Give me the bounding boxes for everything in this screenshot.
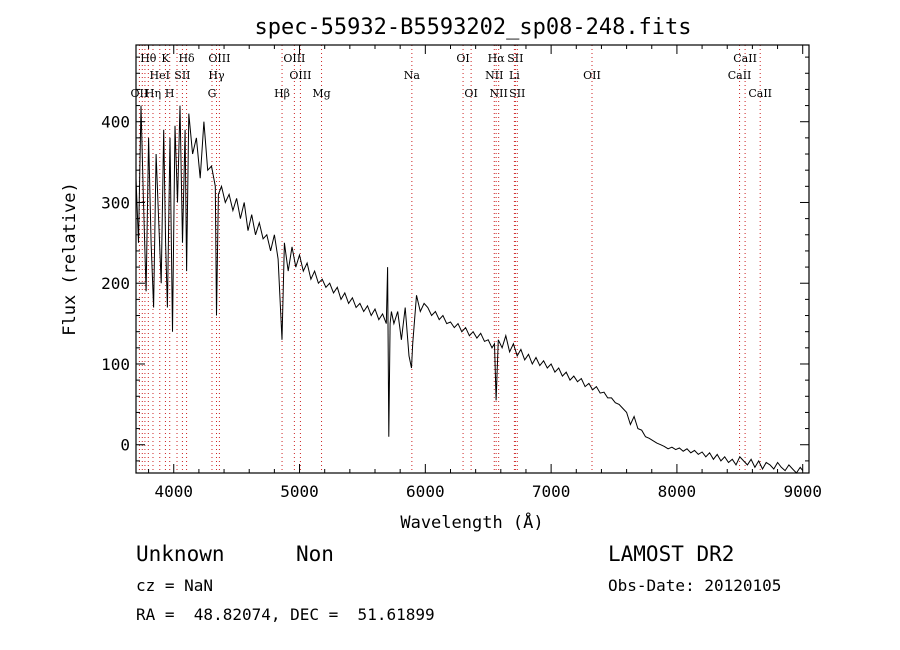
x-tick-label-1: 5000	[280, 482, 319, 501]
line-label-4: OIII	[283, 52, 305, 65]
y-tick-label-3: 300	[101, 193, 130, 212]
line-label-23: Mg	[312, 87, 330, 100]
survey-label: LAMOST DR2	[608, 542, 735, 566]
spectrum-series-line	[135, 105, 804, 474]
line-label-14: NII	[485, 69, 503, 82]
line-label-8: CaII	[733, 52, 757, 65]
line-label-15: Li	[509, 69, 520, 82]
x-tick-label-5: 9000	[783, 482, 822, 501]
x-axis-ticks: 4000 5000 6000 7000 8000 9000	[148, 45, 822, 501]
cz-value: cz = NaN	[136, 576, 214, 595]
line-label-5: OI	[456, 52, 469, 65]
line-label-27: CaII	[748, 87, 772, 100]
x-tick-label-2: 6000	[406, 482, 445, 501]
line-markers	[138, 45, 761, 473]
line-label-18: OII	[131, 87, 149, 100]
line-label-17: CaII	[728, 69, 752, 82]
line-label-26: SII	[509, 87, 525, 100]
chart-title: spec-55932-B5593202_sp08-248.fits	[254, 15, 691, 40]
line-label-12: OIII	[289, 69, 311, 82]
line-label-1: K	[161, 52, 170, 65]
line-label-0: Hθ	[140, 52, 157, 65]
object-class: Unknown	[136, 542, 225, 566]
y-tick-label-2: 200	[101, 274, 130, 293]
line-label-7: SII	[507, 52, 523, 65]
line-label-21: G	[208, 87, 217, 100]
line-label-16: OII	[583, 69, 601, 82]
line-label-9: HeI	[150, 69, 170, 82]
line-label-3: OIII	[208, 52, 230, 65]
coordinates: RA = 48.82074, DEC = 51.61899	[136, 605, 435, 624]
plot-frame	[135, 44, 810, 474]
y-axis-label: Flux (relative)	[60, 182, 80, 336]
object-subclass: Non	[296, 542, 334, 566]
x-tick-label-4: 8000	[658, 482, 697, 501]
line-label-24: OI	[464, 87, 477, 100]
y-tick-label-0: 0	[120, 436, 130, 455]
line-label-13: Na	[404, 69, 421, 82]
x-tick-label-3: 7000	[532, 482, 571, 501]
x-axis-label: Wavelength (Å)	[400, 511, 543, 533]
y-tick-label-4: 400	[101, 113, 130, 132]
line-label-6: Hα	[488, 52, 506, 65]
line-label-20: H	[165, 87, 175, 100]
line-label-19: Hη	[145, 87, 161, 100]
line-label-22: Hβ	[274, 87, 290, 100]
line-label-10: SII	[174, 69, 190, 82]
line-label-2: Hδ	[178, 52, 195, 65]
y-axis-ticks: 0 100 200 300 400	[101, 56, 809, 462]
obs-date: Obs-Date: 20120105	[608, 576, 782, 595]
line-label-11: Hγ	[208, 69, 225, 82]
x-tick-label-0: 4000	[154, 482, 193, 501]
line-label-25: NII	[490, 87, 508, 100]
y-tick-label-1: 100	[101, 355, 130, 374]
